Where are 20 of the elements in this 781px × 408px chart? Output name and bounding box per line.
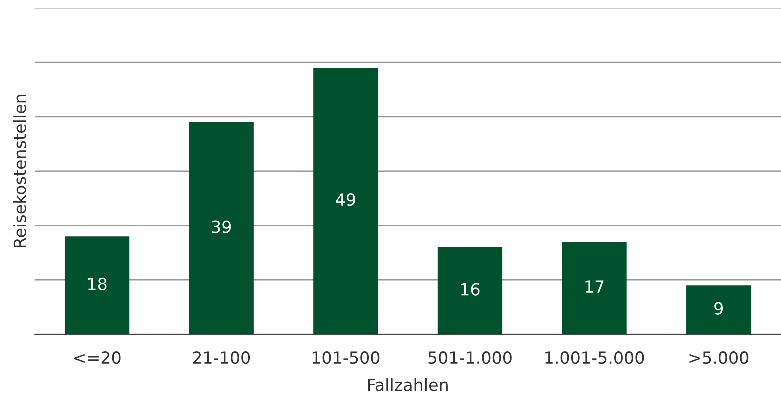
bar bbox=[189, 122, 254, 335]
bar bbox=[686, 286, 752, 335]
x-tick-label: 1.001-5.000 bbox=[546, 352, 644, 364]
data-label: 18 bbox=[88, 278, 107, 290]
data-label: 9 bbox=[714, 302, 723, 315]
data-label: 49 bbox=[336, 194, 356, 206]
bar bbox=[438, 248, 503, 335]
data-label: 16 bbox=[461, 283, 480, 296]
x-tick-label: >5.000 bbox=[690, 352, 749, 364]
bar bbox=[314, 68, 378, 335]
x-axis-title: Fallzahlen bbox=[368, 378, 448, 392]
bar bbox=[562, 242, 627, 335]
x-tick-label: <=20 bbox=[74, 352, 121, 364]
data-label: 17 bbox=[586, 280, 604, 293]
x-tick-label: 501-1.000 bbox=[428, 352, 512, 364]
x-tick-label: 21-100 bbox=[193, 352, 250, 364]
x-tick-label: 101-500 bbox=[312, 352, 380, 364]
y-axis-title: Reisekostenstellen bbox=[13, 95, 26, 248]
data-label: 39 bbox=[212, 220, 232, 234]
bar bbox=[64, 236, 130, 335]
